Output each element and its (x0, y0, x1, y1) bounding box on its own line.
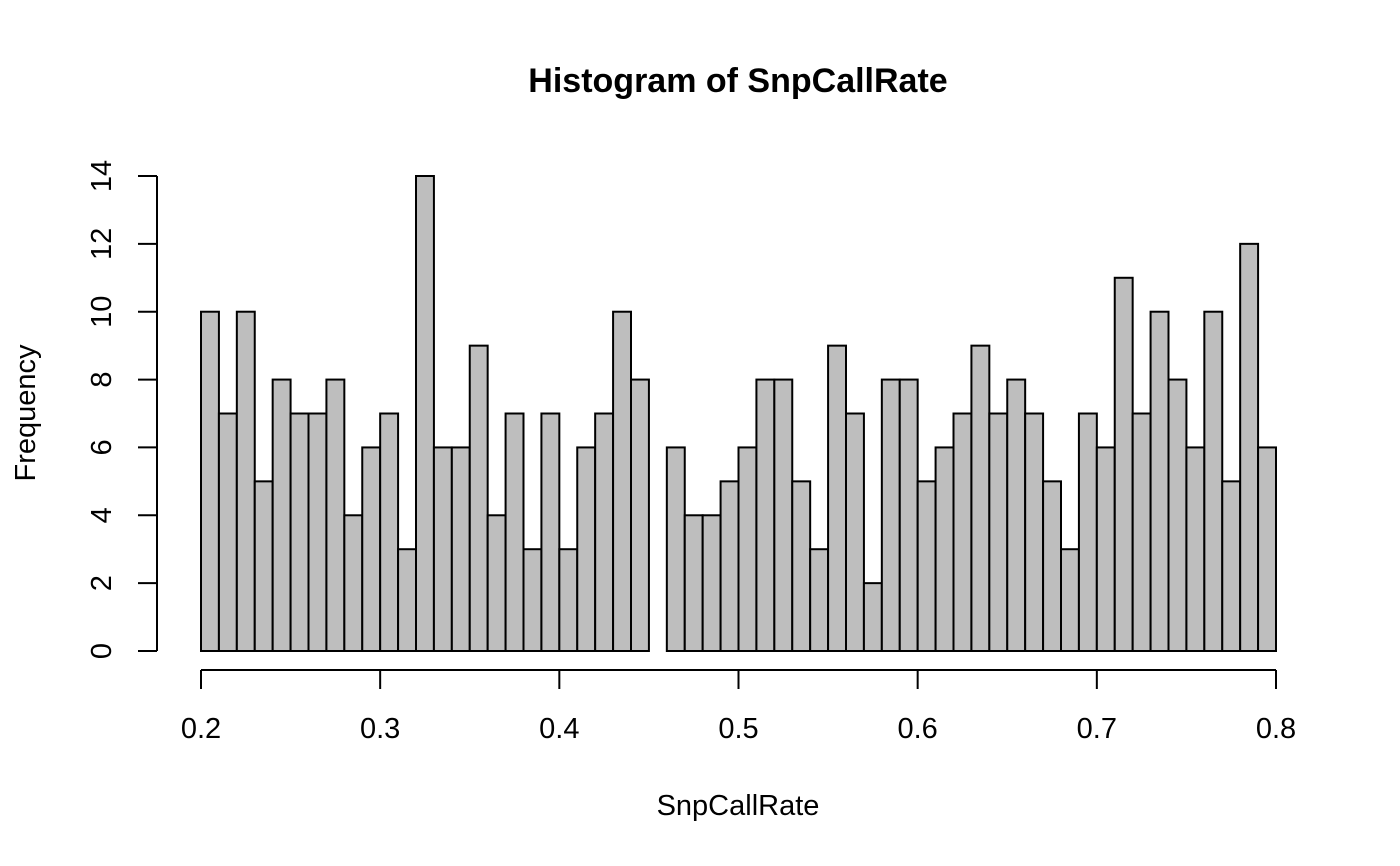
histogram-bar (719, 480, 740, 652)
histogram-bar (397, 548, 418, 653)
histogram-bar (307, 412, 328, 652)
histogram-bar (468, 344, 489, 652)
histogram-bar (576, 446, 597, 652)
histogram-bar (701, 514, 722, 652)
histogram-bar (1131, 412, 1152, 652)
x-tick-label: 0.5 (718, 713, 758, 745)
x-tick-label: 0.4 (539, 713, 579, 745)
histogram-bar (540, 412, 561, 652)
histogram-bar (683, 514, 704, 652)
histogram-bar (343, 514, 364, 652)
histogram-bar (665, 446, 686, 652)
y-tick-label: 10 (86, 296, 118, 328)
histogram-bar (361, 446, 382, 652)
histogram-bar (1042, 480, 1063, 652)
histogram-bar (1149, 310, 1170, 652)
chart-title: Histogram of SnpCallRate (528, 62, 947, 100)
histogram-bar (862, 582, 883, 653)
histogram-bar (827, 344, 847, 652)
histogram-bar (325, 378, 346, 652)
histogram-bar (934, 446, 955, 652)
histogram-bar (1203, 310, 1224, 652)
histogram-bar (1185, 446, 1206, 652)
histogram-bar (450, 446, 471, 652)
x-axis: 0.2 0.3 0.4 0.5 0.6 0.7 0.8 (181, 669, 1296, 745)
y-axis-label: Frequency (10, 344, 42, 482)
histogram-bar (791, 480, 812, 652)
x-tick-label: 0.6 (898, 713, 938, 745)
histogram-bar (916, 480, 937, 652)
histogram-bar (737, 446, 758, 652)
histogram-bar (630, 378, 650, 652)
histogram-bar (200, 310, 220, 652)
histogram-bar (1024, 412, 1045, 652)
histogram-bar (1095, 446, 1116, 652)
histogram-bar (594, 412, 615, 652)
y-axis: 0 2 4 6 8 10 12 14 (86, 160, 158, 659)
bars-group (200, 175, 1278, 653)
y-tick-label: 8 (86, 372, 118, 388)
histogram-bar (1077, 412, 1098, 652)
histogram-bar (809, 548, 830, 653)
y-tick-label: 12 (86, 228, 118, 260)
y-tick-label: 6 (86, 439, 118, 455)
histogram-bar (880, 378, 901, 652)
y-tick-label: 14 (86, 160, 118, 192)
histogram-bar (773, 378, 794, 652)
histogram-bar (988, 412, 1009, 652)
histogram-bar (522, 548, 543, 653)
histogram-bar (1257, 446, 1278, 652)
histogram-bar (612, 310, 632, 652)
histogram-bar (755, 378, 776, 652)
y-tick-label: 0 (86, 643, 118, 659)
histogram-bar (952, 412, 973, 652)
histogram-bar (898, 378, 919, 652)
histogram-bar (415, 175, 435, 652)
y-tick-label: 4 (86, 507, 118, 523)
histogram-bar (1167, 378, 1188, 652)
histogram-bar (970, 344, 991, 652)
histogram-bar (235, 310, 256, 652)
histogram-bar (558, 548, 579, 653)
x-tick-label: 0.3 (360, 713, 400, 745)
histogram-bar (486, 514, 507, 652)
histogram-bar (253, 480, 274, 652)
histogram-bar (271, 378, 292, 652)
histogram-bar (1221, 480, 1242, 652)
x-tick-label: 0.7 (1077, 713, 1117, 745)
histogram-bar (1006, 378, 1027, 652)
histogram-bar (845, 412, 865, 652)
histogram-bar (1060, 548, 1080, 653)
histogram-bar (432, 446, 453, 652)
histogram-bar (1239, 242, 1260, 652)
x-tick-label: 0.8 (1256, 713, 1296, 745)
histogram-bar (217, 412, 238, 652)
x-tick-label: 0.2 (181, 713, 221, 745)
x-axis-label: SnpCallRate (657, 790, 820, 822)
histogram-bar (1113, 276, 1134, 652)
histogram-bar (379, 412, 400, 652)
histogram-bar (504, 412, 525, 652)
histogram-bar (289, 412, 310, 652)
y-tick-label: 2 (86, 575, 118, 591)
